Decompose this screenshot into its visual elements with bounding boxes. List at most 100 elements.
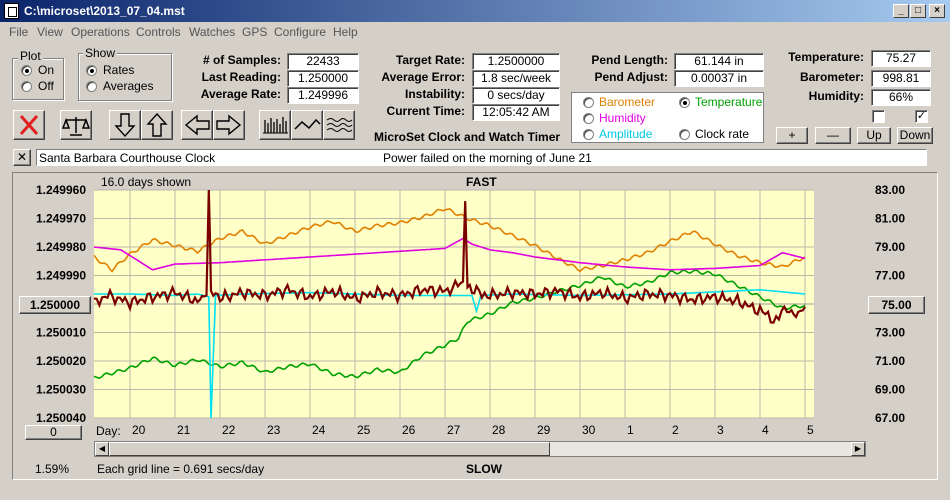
x-tick-label: 23 — [267, 423, 281, 437]
instability-label: Instability: — [404, 87, 465, 101]
average-rate-label: Average Rate: — [200, 87, 281, 101]
clock-rate-option[interactable]: Clock rate — [695, 127, 750, 141]
checkbox-right[interactable]: ✓ — [915, 110, 928, 123]
up-arrow-button[interactable] — [141, 110, 173, 140]
bar-view-button[interactable] — [259, 110, 291, 140]
slow-label: SLOW — [466, 462, 502, 476]
maximize-icon[interactable]: □ — [910, 4, 926, 18]
close-icon[interactable]: × — [929, 4, 945, 18]
menu-watches[interactable]: Watches — [189, 25, 236, 39]
clock-name: Santa Barbara Courthouse Clock — [39, 151, 216, 165]
close-icon: ✕ — [16, 150, 28, 164]
right-arrow-button[interactable] — [213, 110, 245, 140]
y-left-tick-label: 1.250040 — [36, 411, 86, 425]
barometer-radio[interactable] — [583, 97, 594, 108]
x-tick-label: 20 — [132, 423, 146, 437]
menu-operations[interactable]: Operations — [71, 25, 130, 39]
amplitude-option[interactable]: Amplitude — [599, 127, 653, 141]
left-arrow-button[interactable] — [181, 110, 213, 140]
show-rates-radio[interactable] — [86, 65, 97, 76]
sensor-select-box — [571, 92, 764, 143]
plot-off-radio[interactable] — [21, 81, 32, 92]
down-arrow-button[interactable] — [109, 110, 141, 140]
y-right-tick-label: 81.00 — [875, 212, 905, 226]
day-label: Day: — [96, 424, 121, 438]
series-line-barometer — [93, 208, 806, 273]
line-graph-icon — [294, 118, 321, 130]
x-tick-label: 25 — [357, 423, 371, 437]
humidity-option[interactable]: Humidity — [599, 111, 646, 125]
scroll-right-icon[interactable]: ▶ — [851, 442, 865, 456]
series-line-temperature — [93, 269, 806, 380]
show-group-title: Show — [83, 46, 118, 60]
temperature-radio[interactable] — [679, 97, 690, 108]
balance-button[interactable] — [60, 110, 92, 140]
show-rates-label: Rates — [103, 63, 135, 77]
show-averages-radio[interactable] — [86, 81, 97, 92]
pend-length-label: Pend Length: — [591, 53, 668, 67]
minus-button[interactable]: — — [815, 127, 851, 144]
clock-rate-radio[interactable] — [679, 129, 690, 140]
bars-icon — [263, 117, 288, 134]
samples-field: 22433 — [287, 53, 359, 70]
x-tick-label: 4 — [762, 423, 769, 437]
series-line-rate — [93, 189, 806, 324]
menu-gps[interactable]: GPS — [242, 25, 268, 39]
temperature-option[interactable]: Temperature — [695, 95, 763, 109]
title-bar: C:\microset\2013_07_04.mst — [0, 0, 950, 22]
y-left-tick-label: 1.250030 — [36, 383, 86, 397]
center-temp-button[interactable]: 75.00 — [868, 296, 925, 314]
y-left-tick-label: 1.249970 — [36, 212, 86, 226]
average-error-field: 1.8 sec/week — [472, 70, 560, 87]
scroll-left-icon[interactable]: ◀ — [95, 442, 109, 456]
barometer-label: Barometer: — [799, 70, 864, 84]
down-button[interactable]: Down — [897, 127, 933, 144]
amplitude-radio[interactable] — [583, 129, 594, 140]
center-rate-button[interactable]: 1.250000 — [19, 296, 91, 314]
last-reading-label: Last Reading: — [201, 70, 281, 84]
delete-button[interactable] — [13, 110, 45, 140]
y-left-tick-label: 1.250010 — [36, 326, 86, 340]
menu-help[interactable]: Help — [333, 25, 358, 39]
menu-configure[interactable]: Configure — [274, 25, 327, 39]
barometer-option[interactable]: Barometer — [599, 95, 656, 109]
days-shown: 16.0 days shown — [101, 175, 192, 189]
barometer-field: 998.81 — [871, 70, 931, 87]
average-error-label: Average Error: — [381, 70, 465, 84]
menu-controls[interactable]: Controls — [136, 25, 181, 39]
humidity-radio[interactable] — [583, 113, 594, 124]
x-tick-label: 1 — [627, 423, 634, 437]
plot-on-label: On — [38, 63, 55, 77]
note-field[interactable]: Santa Barbara Courthouse Clock Power fai… — [36, 149, 927, 166]
show-averages-label: Averages — [103, 79, 154, 93]
wave-view-button[interactable] — [323, 110, 355, 140]
offset-button[interactable]: 0 — [25, 425, 82, 440]
arrow-down-icon — [114, 113, 136, 138]
show-group — [78, 53, 172, 101]
scroll-thumb[interactable] — [109, 442, 550, 456]
balance-scale-icon — [61, 117, 91, 136]
minimize-icon[interactable]: _ — [893, 4, 909, 18]
arrow-up-icon — [146, 112, 168, 137]
humidity-label: Humidity: — [808, 89, 864, 103]
y-right-tick-label: 83.00 — [875, 183, 905, 197]
line-view-button[interactable] — [291, 110, 323, 140]
y-right-tick-label: 71.00 — [875, 354, 905, 368]
checkbox-left[interactable] — [872, 110, 885, 123]
menu-file[interactable]: File — [9, 25, 29, 39]
temperature-label: Temperature: — [788, 50, 864, 64]
series-line-humidity — [93, 237, 806, 271]
menu-view[interactable]: View — [37, 25, 63, 39]
plot-on-radio[interactable] — [21, 65, 32, 76]
plus-button[interactable]: + — [776, 127, 808, 144]
clear-note-button[interactable]: ✕ — [13, 149, 31, 166]
menu-bar: File View Operations Controls Watches GP… — [0, 22, 950, 42]
window-title: C:\microset\2013_07_04.mst — [24, 4, 185, 18]
target-rate-field: 1.2500000 — [472, 53, 560, 70]
pend-adjust-field: 0.00037 in — [674, 70, 764, 87]
pend-adjust-label: Pend Adjust: — [594, 70, 668, 84]
grid-note: Each grid line = 0.691 secs/day — [97, 462, 265, 476]
up-button[interactable]: Up — [857, 127, 891, 144]
x-tick-label: 27 — [447, 423, 461, 437]
y-left-tick-label: 1.249990 — [36, 269, 86, 283]
